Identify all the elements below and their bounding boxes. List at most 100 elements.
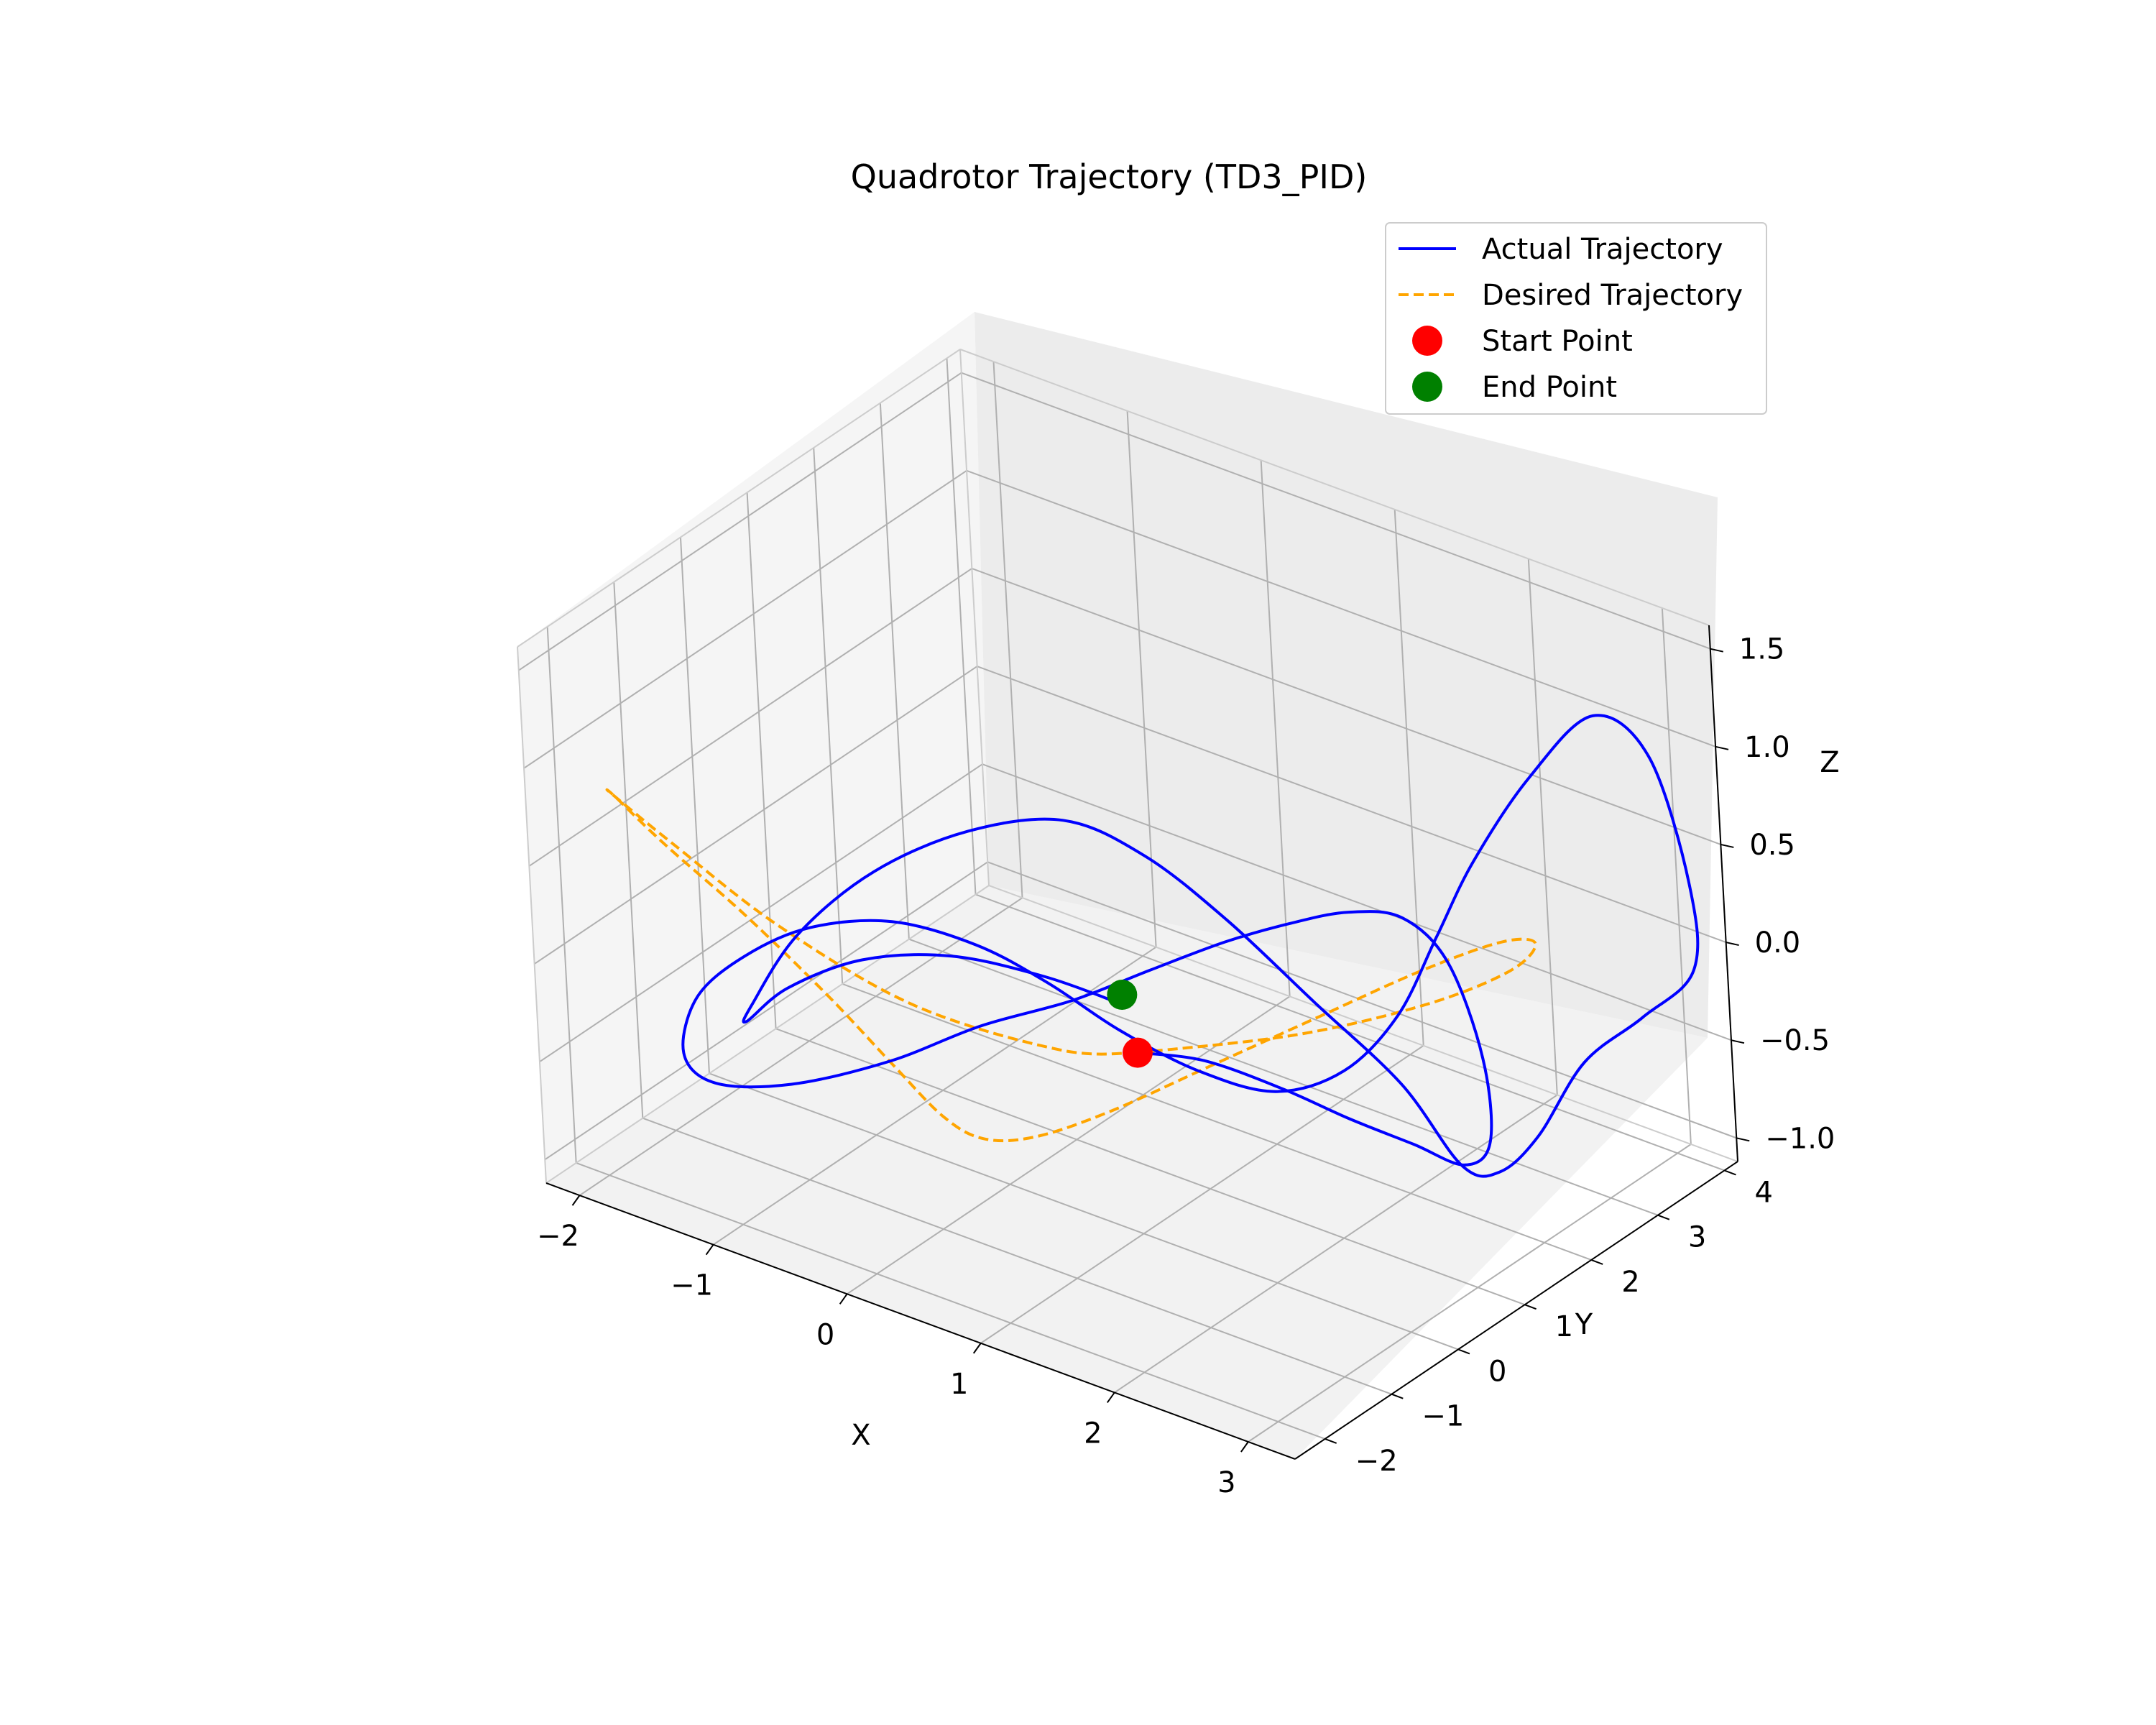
y-tick-label: 3 xyxy=(1688,1221,1706,1254)
y-tick-mark xyxy=(1391,1393,1404,1399)
z-tick-mark xyxy=(1720,843,1734,848)
pane-edge xyxy=(545,885,990,1184)
legend-box xyxy=(1385,222,1767,415)
grid-line-z-wall xyxy=(534,666,978,965)
legend-marker-start xyxy=(1412,326,1442,356)
legend: Actual Trajectory Desired Trajectory Sta… xyxy=(1385,222,1767,415)
grid-line-x-back xyxy=(1661,607,1692,1145)
grid-line-x-back xyxy=(1527,558,1558,1095)
pane-edge xyxy=(517,646,547,1184)
grid-line-x-floor xyxy=(1248,1144,1692,1443)
grid-line-x-back xyxy=(992,362,1023,898)
marker-layer xyxy=(1107,979,1153,1068)
x-tick-mark xyxy=(705,1244,714,1256)
x-tick-label: 2 xyxy=(1084,1417,1102,1450)
legend-label-start: Start Point xyxy=(1482,325,1633,358)
grid-line-z-wall xyxy=(544,861,988,1161)
grid-line-x-back xyxy=(1126,410,1157,947)
grid-line-x-floor xyxy=(579,897,1023,1196)
x-tick-mark xyxy=(972,1343,982,1354)
grid-line-z-back xyxy=(982,763,1732,1041)
z-tick-label: 0.0 xyxy=(1755,926,1801,960)
z-tick-label: 1.0 xyxy=(1744,731,1790,764)
x-tick-mark xyxy=(1106,1392,1115,1404)
y-tick-label: 1 xyxy=(1555,1310,1573,1343)
x-tick-mark xyxy=(571,1195,581,1206)
legend-label-actual: Actual Trajectory xyxy=(1482,233,1723,266)
x-tick-mark xyxy=(1240,1441,1249,1453)
legend-label-desired: Desired Trajectory xyxy=(1482,279,1743,312)
y-tick-mark xyxy=(1325,1438,1337,1444)
grid-line-z-back xyxy=(987,861,1737,1139)
z-tick-label: 1.5 xyxy=(1739,633,1785,666)
z-tick-mark xyxy=(1731,1039,1745,1044)
z-tick-label: −0.5 xyxy=(1760,1024,1830,1057)
marker-start-point xyxy=(1122,1037,1153,1068)
grid-line-y-floor xyxy=(908,938,1659,1216)
grid-line-z-wall xyxy=(523,469,967,769)
x-tick-label: −2 xyxy=(537,1220,579,1253)
z-tick-mark xyxy=(1726,942,1739,947)
z-axis-line xyxy=(1708,625,1738,1162)
grid-line-y-floor xyxy=(642,1117,1392,1395)
grid-line-z-wall xyxy=(528,568,972,867)
grid-line-y-floor xyxy=(576,1162,1326,1440)
grid-line-z-back xyxy=(966,469,1716,748)
axis-panes xyxy=(517,312,1718,1459)
x-tick-label: −1 xyxy=(671,1269,713,1302)
axes-layer: −2 −1 0 1 2 3 −2 −1 0 1 2 3 4 −1.0 −0.5 0.0 0.5 1.0 1.5 xyxy=(537,625,1835,1499)
grid-line-y-wall xyxy=(746,492,777,1029)
back-wall-pane xyxy=(975,312,1718,1038)
grid-lines xyxy=(518,358,1737,1443)
y-tick-label: 4 xyxy=(1754,1176,1772,1209)
x-tick-label: 1 xyxy=(950,1368,968,1401)
z-axis-label: Z xyxy=(1820,746,1839,779)
y-tick-label: −2 xyxy=(1355,1445,1398,1478)
grid-line-x-back xyxy=(1393,509,1424,1046)
x-axis-label: X xyxy=(851,1419,870,1452)
pane-edge xyxy=(988,885,1738,1162)
chart-title: Quadrotor Trajectory (TD3_PID) xyxy=(851,157,1368,196)
y-tick-label: 2 xyxy=(1621,1266,1639,1299)
grid-line-y-wall xyxy=(946,358,977,895)
grid-line-y-wall xyxy=(546,626,577,1164)
grid-line-y-wall xyxy=(613,581,644,1118)
z-tick-mark xyxy=(1715,745,1729,750)
grid-line-x-floor xyxy=(1114,1094,1558,1394)
y-tick-mark xyxy=(1590,1259,1603,1265)
pane-edge xyxy=(517,349,961,648)
grid-line-y-wall xyxy=(879,402,910,939)
series-line-actual-trajectory xyxy=(681,714,1700,1178)
x-axis-line xyxy=(545,1182,1296,1460)
grid-line-x-back xyxy=(1260,460,1291,997)
series-line-desired-trajectory xyxy=(605,788,1537,1143)
grid-line-x-floor xyxy=(980,1045,1424,1344)
y-tick-label: 0 xyxy=(1488,1355,1506,1388)
z-tick-label: 0.5 xyxy=(1749,829,1795,862)
grid-line-y-floor xyxy=(975,893,1725,1172)
floor-pane xyxy=(546,886,1708,1459)
grid-line-z-wall xyxy=(518,372,962,671)
marker-end-point xyxy=(1107,979,1138,1010)
grid-line-y-floor xyxy=(709,1072,1459,1351)
grid-line-y-wall xyxy=(679,537,710,1074)
z-tick-mark xyxy=(1736,1137,1750,1142)
z-tick-mark xyxy=(1710,648,1723,653)
y-axis-line xyxy=(1294,1161,1738,1460)
y-tick-mark xyxy=(1524,1304,1537,1310)
grid-line-z-back xyxy=(961,372,1711,650)
pane-edge xyxy=(959,349,990,886)
grid-line-z-back xyxy=(972,567,1721,845)
z-tick-label: −1.0 xyxy=(1765,1122,1835,1155)
y-tick-mark xyxy=(1657,1214,1670,1220)
y-tick-mark xyxy=(1457,1348,1470,1355)
series-layer xyxy=(605,714,1700,1178)
left-wall-pane xyxy=(517,312,989,1183)
y-tick-mark xyxy=(1724,1169,1736,1176)
legend-marker-end xyxy=(1412,372,1442,402)
x-tick-mark xyxy=(839,1293,848,1305)
grid-line-z-back xyxy=(977,666,1726,944)
y-axis-label: Y xyxy=(1575,1308,1593,1341)
pane-edge xyxy=(959,349,1710,626)
